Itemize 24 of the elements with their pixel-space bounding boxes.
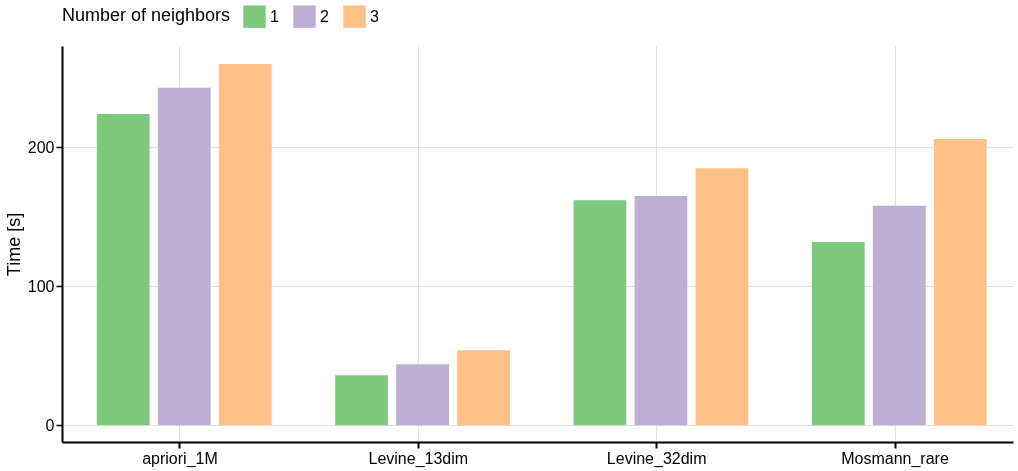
y-tick-label: 100	[27, 277, 55, 295]
bar	[872, 205, 926, 426]
x-tick-label: Mosmann_rare	[841, 449, 949, 468]
bar	[634, 196, 688, 426]
bar	[695, 168, 749, 426]
x-tick-label: apriori_1M	[142, 449, 218, 468]
bar	[335, 375, 388, 426]
bar	[811, 241, 865, 426]
legend-title: Number of neighbors	[62, 5, 231, 25]
bar	[396, 364, 449, 426]
bar	[573, 200, 627, 426]
legend-label: 2	[320, 7, 329, 25]
y-tick-label: 0	[45, 416, 55, 434]
y-tick-label: 200	[27, 138, 55, 156]
y-axis-title: Time [s]	[3, 212, 24, 277]
x-tick-label: Levine_32dim	[606, 449, 707, 468]
legend-label: 3	[370, 7, 379, 25]
x-tick-label: Levine_13dim	[368, 449, 469, 468]
bar	[218, 64, 272, 426]
bar	[457, 350, 510, 426]
bar	[96, 114, 150, 426]
legend-label: 1	[270, 7, 279, 25]
bar	[933, 139, 987, 426]
bar	[157, 87, 211, 426]
